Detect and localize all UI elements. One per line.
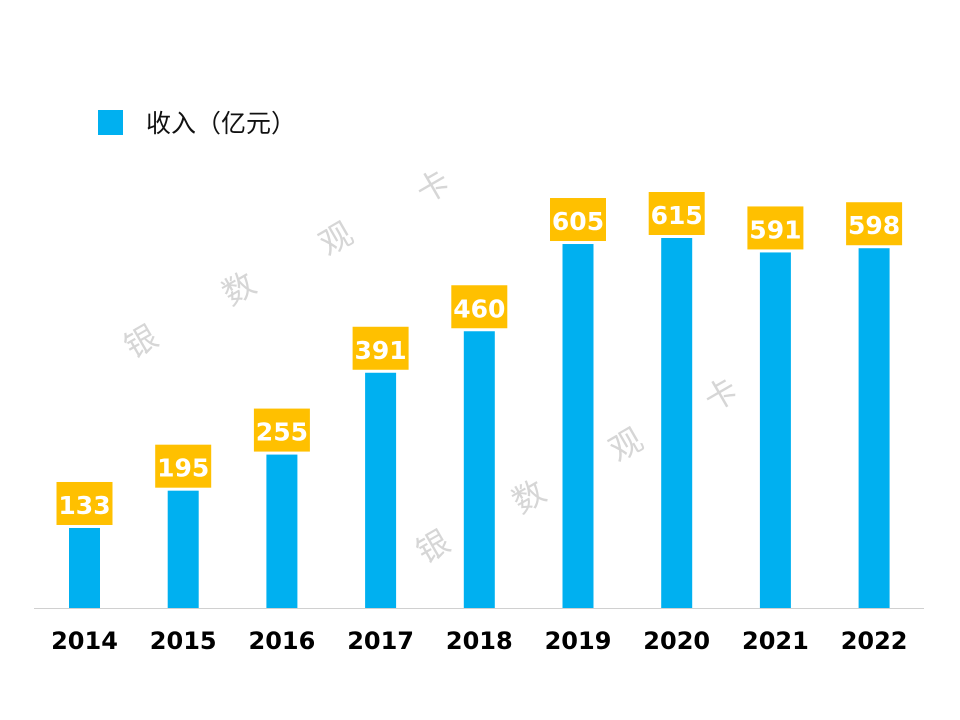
x-tick-label: 2017: [347, 627, 414, 655]
data-label-box: [846, 202, 903, 246]
bar: [661, 238, 693, 608]
data-label: 460: [453, 294, 505, 323]
bar: [69, 527, 100, 608]
legend-label: 收入（亿元）: [146, 109, 297, 138]
x-tick-label: 2021: [742, 627, 809, 655]
data-label: 605: [552, 207, 604, 236]
data-label: 195: [157, 454, 209, 483]
data-label-box: [550, 198, 606, 242]
x-tick-label: 2020: [643, 627, 710, 655]
bar: [858, 248, 890, 608]
legend: 收入（亿元）: [98, 104, 296, 140]
data-label-box: [155, 444, 212, 488]
data-label-box: [352, 326, 409, 370]
data-label: 598: [848, 211, 900, 240]
x-tick-label: 2022: [841, 627, 908, 655]
x-tick-label: 2018: [446, 627, 513, 655]
bar: [167, 490, 199, 608]
x-tick-label: 2016: [249, 627, 316, 655]
x-tick-label: 2019: [545, 627, 612, 655]
bar: [365, 372, 397, 608]
legend-swatch: [98, 109, 123, 135]
x-tick-label: 2014: [51, 627, 118, 655]
bar: [562, 244, 594, 608]
data-label-box: [56, 481, 113, 525]
data-label: 133: [58, 491, 110, 520]
data-label: 255: [256, 418, 308, 447]
x-tick-label: 2015: [150, 627, 217, 655]
data-label-box: [451, 285, 508, 329]
bar: [759, 252, 791, 608]
data-label-box: [253, 408, 310, 452]
data-label-box: [747, 206, 804, 250]
data-label: 591: [749, 215, 801, 244]
bar: [266, 454, 298, 608]
data-label-box: [648, 192, 705, 235]
data-label: 391: [355, 336, 407, 365]
data-label: 615: [651, 201, 703, 230]
bar: [463, 331, 495, 608]
